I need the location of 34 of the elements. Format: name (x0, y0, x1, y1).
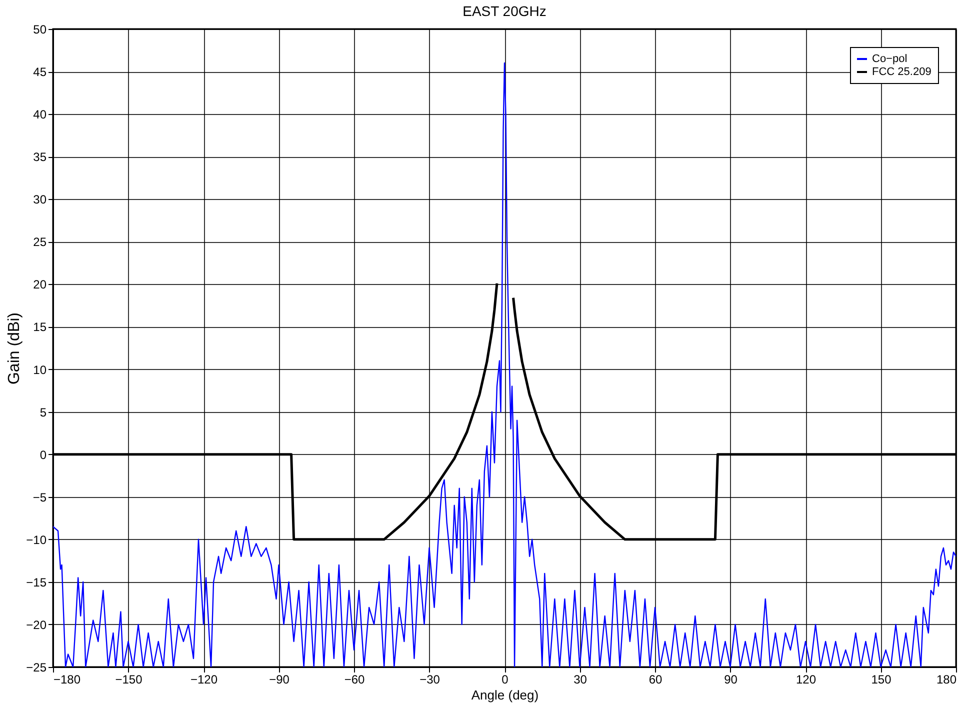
x-tick-label: 150 (871, 672, 892, 686)
x-tick-label: 30 (574, 672, 588, 686)
legend-label: Co−pol (872, 53, 908, 65)
x-tick-label: 0 (502, 672, 509, 686)
y-tick-label: 40 (33, 108, 47, 122)
x-axis-title: Angle (deg) (471, 688, 539, 702)
legend-label: FCC 25.209 (872, 66, 932, 78)
y-axis-title: Gain (dBi) (6, 312, 24, 385)
x-tick-label: −150 (115, 672, 143, 686)
y-tick-label: 50 (33, 22, 47, 36)
x-tick-label: 90 (724, 672, 738, 686)
chart-title: EAST 20GHz (462, 3, 546, 19)
y-tick-label: 35 (33, 150, 47, 164)
y-tick-label: 25 (33, 235, 47, 250)
y-tick-label: 30 (33, 192, 47, 207)
y-tick-label: 20 (33, 278, 47, 292)
x-tick-label: 60 (648, 672, 662, 686)
y-tick-label: 45 (33, 65, 47, 80)
y-tick-label: 0 (40, 448, 47, 462)
y-tick-label: −20 (26, 618, 47, 632)
x-tick-label: 180 (936, 672, 957, 686)
x-tick-label: −30 (420, 672, 440, 686)
x-tick-label: −90 (269, 672, 290, 686)
x-tick-label: −60 (344, 672, 365, 686)
x-tick-label: −120 (190, 672, 218, 686)
y-tick-label: −25 (26, 660, 47, 674)
y-tick-label: −10 (26, 532, 47, 547)
y-tick-label: 15 (33, 320, 47, 334)
x-tick-label: −180 (54, 672, 81, 686)
y-tick-label: 10 (33, 362, 47, 377)
y-tick-label: −5 (32, 490, 47, 504)
x-tick-label: 120 (796, 672, 816, 686)
y-tick-label: −15 (26, 575, 47, 590)
y-tick-label: 5 (40, 405, 47, 420)
